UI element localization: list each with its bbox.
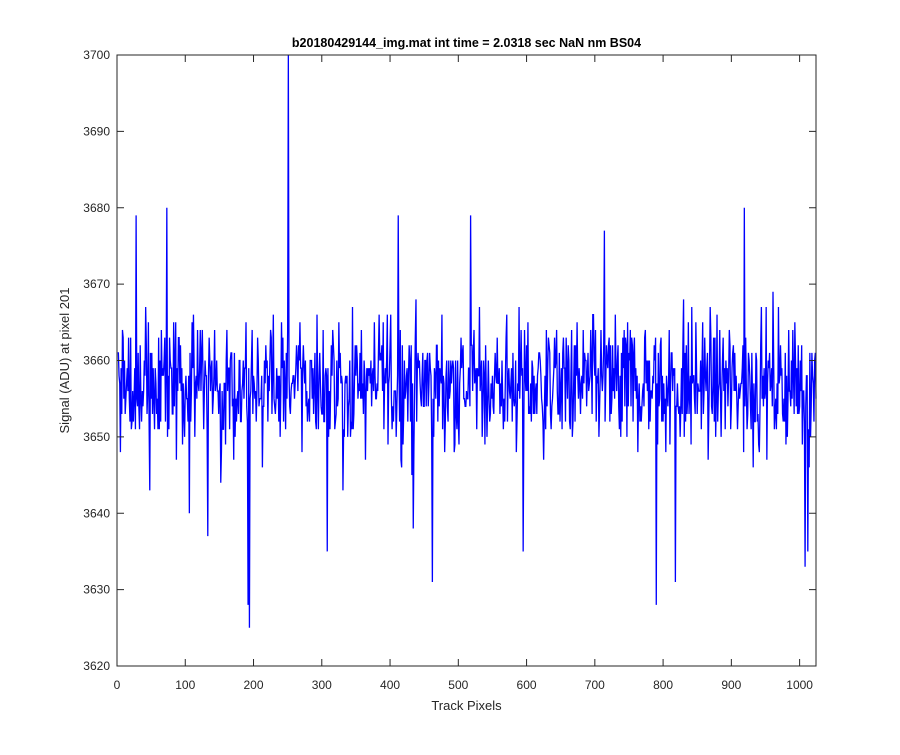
plot-area [117, 55, 816, 666]
y-tick-label: 3630 [83, 583, 110, 597]
y-axis-label: Signal (ADU) at pixel 201 [57, 288, 72, 434]
y-tick-label: 3670 [83, 277, 110, 291]
y-tick-label: 3680 [83, 201, 110, 215]
chart-title: b20180429144_img.mat int time = 2.0318 s… [292, 36, 641, 50]
series-layer [117, 54, 817, 628]
x-tick-label: 1000 [786, 678, 813, 692]
x-tick-label: 600 [517, 678, 537, 692]
x-tick-label: 800 [653, 678, 673, 692]
y-tick-label: 3660 [83, 354, 110, 368]
x-tick-label: 500 [448, 678, 468, 692]
y-tick-label: 3620 [83, 659, 110, 673]
signal-series-line [117, 54, 817, 628]
ticks-layer: 0 100 200 300 400 500 600 700 800 900 1000 3620 3630… [83, 48, 816, 692]
x-axis-label: Track Pixels [431, 698, 502, 713]
x-tick-label: 100 [175, 678, 195, 692]
x-tick-label: 700 [585, 678, 605, 692]
x-tick-label: 0 [114, 678, 121, 692]
x-tick-label: 400 [380, 678, 400, 692]
x-tick-label: 300 [312, 678, 332, 692]
x-tick-label: 200 [244, 678, 264, 692]
y-tick-label: 3650 [83, 430, 110, 444]
y-tick-label: 3700 [83, 48, 110, 62]
y-tick-label: 3690 [83, 124, 110, 138]
y-tick-label: 3640 [83, 506, 110, 520]
x-tick-label: 900 [721, 678, 741, 692]
